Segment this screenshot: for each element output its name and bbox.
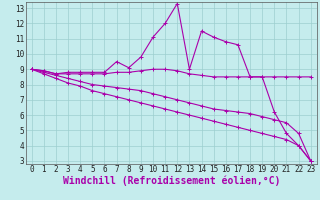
X-axis label: Windchill (Refroidissement éolien,°C): Windchill (Refroidissement éolien,°C): [62, 176, 280, 186]
